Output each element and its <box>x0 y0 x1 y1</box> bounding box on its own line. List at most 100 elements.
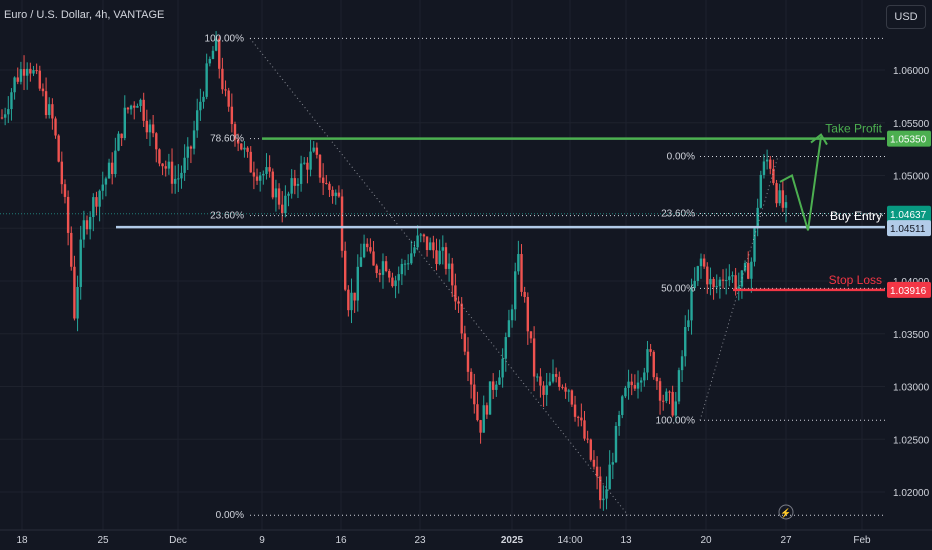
candle-body <box>718 279 722 287</box>
candle-body <box>277 188 281 205</box>
candle-body <box>394 280 397 287</box>
candle-body <box>129 105 133 110</box>
candle-body <box>463 333 467 352</box>
candle-body <box>25 68 29 76</box>
candle-body <box>60 161 64 185</box>
candle-body <box>98 190 101 207</box>
candle-body <box>318 154 322 178</box>
y-tick-label: 1.03000 <box>893 383 930 394</box>
candle-body <box>274 188 278 198</box>
candle-body <box>218 38 221 69</box>
candle-body <box>721 279 725 281</box>
candle-body <box>3 114 7 118</box>
x-tick-label: 23 <box>414 535 426 546</box>
candle-body <box>123 107 126 139</box>
price-axis <box>885 0 932 530</box>
candle-body <box>262 173 265 176</box>
candle-body <box>391 277 394 287</box>
candle-body <box>202 96 205 102</box>
candle-body <box>504 337 507 359</box>
candle-body <box>133 105 136 108</box>
candle-body <box>375 265 378 274</box>
candle-body <box>205 63 208 97</box>
candle-body <box>425 236 429 251</box>
candle-body <box>759 174 763 208</box>
candle-body <box>315 147 319 155</box>
candle-body <box>92 197 95 218</box>
candle-body <box>592 459 596 467</box>
candle-body <box>665 391 668 402</box>
candle-body <box>362 243 366 258</box>
candle-body <box>498 377 501 385</box>
candle-body <box>287 193 290 196</box>
candle-body <box>482 405 485 433</box>
candle-body <box>101 184 104 191</box>
candle-body <box>561 386 564 388</box>
candle-body <box>167 161 171 169</box>
y-tick-label: 1.05000 <box>893 172 930 183</box>
candle-body <box>70 232 73 267</box>
y-tick-label: 1.02000 <box>893 488 930 499</box>
candle-body <box>545 385 548 395</box>
candle-body <box>120 133 123 139</box>
candle-body <box>772 168 775 184</box>
candle-body <box>724 280 728 282</box>
candle-body <box>529 331 533 339</box>
candle-body <box>696 266 700 281</box>
candle-body <box>429 242 432 251</box>
x-tick-label: 14:00 <box>557 535 582 546</box>
candle-body <box>148 124 152 133</box>
candle-body <box>586 438 589 440</box>
candle-body <box>422 234 426 237</box>
candle-body <box>136 105 139 108</box>
candle-body <box>325 182 328 184</box>
candle-body <box>712 278 715 288</box>
candle-body <box>438 250 441 264</box>
candle-body <box>454 285 457 302</box>
candle-body <box>403 263 407 265</box>
candle-body <box>709 278 712 285</box>
y-tick-label: 1.03500 <box>893 330 930 341</box>
candle-body <box>107 162 111 179</box>
candle-body <box>491 381 495 390</box>
candle-body <box>621 396 624 415</box>
candle-body <box>268 167 271 172</box>
candle-body <box>570 390 574 405</box>
candle-body <box>243 147 246 150</box>
candle-body <box>44 91 48 116</box>
candle-body <box>753 228 756 262</box>
candle-body <box>145 120 149 133</box>
candle-body <box>296 183 300 186</box>
candle-body <box>246 147 249 152</box>
candle-body <box>236 139 240 144</box>
candle-body <box>624 387 627 397</box>
candle-body <box>444 247 448 269</box>
candle-body <box>652 351 655 378</box>
candle-body <box>447 263 451 269</box>
buy-entry-tag <box>887 220 931 237</box>
candle-body <box>41 88 45 92</box>
candle-body <box>126 107 130 110</box>
candle-body <box>334 192 337 197</box>
candle-body <box>230 106 234 125</box>
candle-body <box>79 239 82 287</box>
candle-body <box>353 292 356 301</box>
candle-body <box>211 50 215 59</box>
fib2-level-label: 100.00% <box>656 415 696 426</box>
candle-body <box>114 150 117 175</box>
x-tick-label: 18 <box>16 535 28 546</box>
candle-body <box>539 376 542 386</box>
buy-entry-tag-text: 1.04511 <box>890 224 926 235</box>
candle-body <box>413 247 416 254</box>
projection-path <box>779 136 822 231</box>
currency-button[interactable]: USD <box>886 5 926 29</box>
candle-body <box>655 377 659 382</box>
lightning-icon <box>778 504 794 520</box>
candle-body <box>677 370 681 402</box>
candle-body <box>662 400 665 402</box>
candle-body <box>542 385 545 395</box>
candle-body <box>469 371 473 385</box>
candle-body <box>372 251 375 266</box>
candle-body <box>617 414 621 426</box>
